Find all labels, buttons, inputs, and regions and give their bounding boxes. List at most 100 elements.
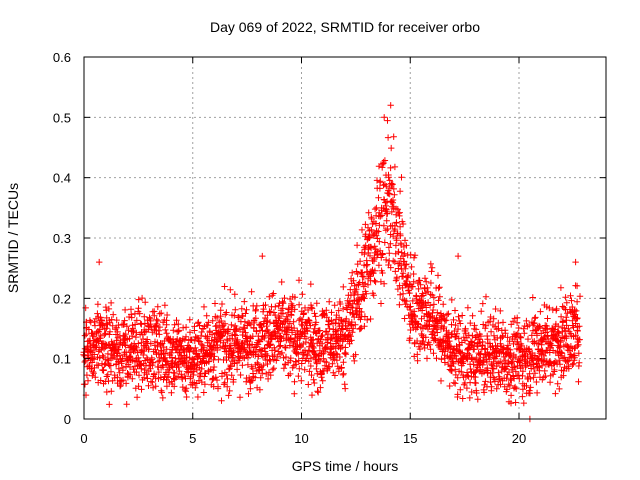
data-point: [194, 393, 202, 401]
data-point: [397, 240, 404, 247]
data-point: [204, 333, 211, 340]
data-point: [305, 381, 312, 388]
data-point: [375, 194, 382, 201]
data-point: [446, 382, 453, 390]
data-point: [395, 248, 402, 255]
data-point: [103, 325, 110, 332]
data-point: [471, 322, 478, 329]
data-point: [121, 306, 129, 314]
data-point: [530, 374, 537, 381]
data-point: [384, 210, 391, 217]
data-point: [317, 336, 324, 343]
data-point: [417, 281, 424, 288]
data-point: [348, 322, 355, 329]
y-tick-label: 0.3: [53, 231, 71, 246]
data-point: [375, 262, 383, 269]
data-point: [312, 313, 319, 320]
data-point: [405, 287, 412, 294]
data-point: [264, 352, 271, 359]
data-point: [396, 301, 403, 308]
data-point: [272, 303, 279, 310]
data-point: [138, 365, 145, 372]
data-point: [388, 144, 395, 152]
data-point: [188, 336, 195, 343]
data-point: [278, 349, 286, 357]
data-point: [218, 317, 225, 325]
data-point: [557, 284, 565, 291]
data-point: [532, 314, 539, 321]
data-point: [216, 344, 224, 351]
data-point: [271, 347, 279, 354]
data-point: [281, 294, 288, 302]
data-point: [323, 314, 330, 321]
data-point: [354, 270, 361, 278]
data-point: [572, 258, 579, 266]
data-point: [87, 342, 94, 350]
data-point: [482, 293, 490, 300]
data-point: [192, 344, 199, 352]
data-point: [89, 330, 96, 337]
data-point: [421, 344, 428, 352]
data-point: [480, 386, 487, 394]
data-point: [311, 325, 318, 332]
data-point: [499, 319, 507, 326]
data-point: [287, 370, 294, 378]
data-point: [488, 383, 495, 390]
data-point: [495, 369, 502, 376]
data-point: [252, 306, 259, 313]
data-point: [296, 365, 303, 372]
data-point: [307, 322, 314, 329]
data-point: [441, 348, 449, 355]
data-point: [147, 340, 154, 347]
data-point: [339, 371, 347, 379]
data-point: [418, 307, 426, 314]
data-point: [398, 249, 405, 256]
data-point: [358, 226, 366, 234]
y-axis-label: SRMTID / TECUs: [5, 183, 21, 293]
data-point: [133, 329, 140, 336]
data-point: [529, 294, 536, 301]
data-point: [450, 379, 458, 386]
data-point: [410, 278, 417, 285]
data-point: [454, 393, 461, 401]
data-point: [328, 317, 335, 324]
data-point: [575, 378, 582, 385]
data-point: [168, 389, 175, 396]
data-point: [158, 309, 165, 317]
data-points: [80, 102, 584, 423]
data-point: [225, 392, 232, 399]
data-point: [399, 296, 406, 303]
data-point: [135, 296, 142, 303]
data-point: [573, 282, 581, 290]
data-point: [253, 302, 260, 310]
data-point: [146, 314, 153, 321]
data-point: [329, 360, 336, 367]
data-point: [293, 349, 301, 356]
data-point: [230, 376, 237, 383]
data-point: [313, 360, 321, 367]
data-point: [403, 260, 410, 268]
data-point: [145, 382, 152, 389]
data-point: [285, 323, 292, 331]
data-point: [511, 383, 519, 391]
data-point: [230, 356, 238, 364]
data-point: [403, 277, 410, 285]
data-point: [286, 342, 293, 349]
data-point: [266, 293, 273, 300]
y-tick-label: 0.5: [53, 110, 71, 125]
data-point: [352, 321, 359, 328]
data-point: [162, 326, 169, 334]
data-point: [490, 365, 497, 373]
data-point: [308, 371, 315, 379]
data-point: [135, 372, 143, 379]
data-point: [363, 257, 370, 264]
data-point: [217, 312, 224, 320]
data-point: [409, 283, 416, 290]
data-point: [258, 323, 265, 331]
x-tick-label: 5: [189, 431, 196, 446]
data-point: [297, 344, 304, 351]
data-point: [387, 240, 394, 247]
data-point: [422, 334, 429, 341]
data-point: [237, 371, 244, 379]
data-point: [190, 371, 197, 379]
